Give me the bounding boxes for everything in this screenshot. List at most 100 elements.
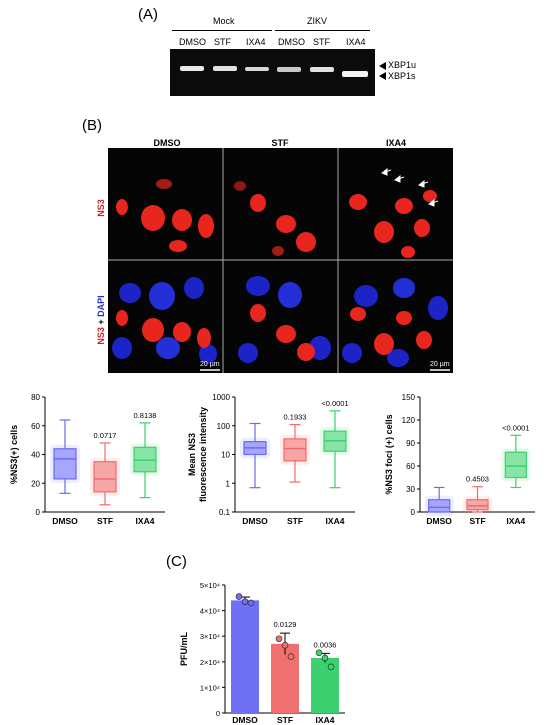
group-line-mock (172, 30, 272, 31)
micrograph-dmso-merge (112, 277, 217, 364)
lane-label: DMSO (278, 37, 305, 47)
condition-label: IXA4 (385, 138, 406, 148)
bar (271, 643, 299, 713)
data-point (287, 653, 295, 660)
row-label-ns3-dapi: NS3 + DAPI (96, 295, 106, 345)
y-tick-label: 0 (411, 508, 416, 517)
y-tick-label: 80 (31, 393, 40, 402)
lane-label: DMSO (179, 37, 206, 47)
x-tick-label: IXA4 (326, 516, 345, 526)
panel-a-label: (A) (138, 6, 158, 23)
arrowhead-icon (379, 72, 386, 80)
x-tick-label: DMSO (232, 715, 258, 725)
box (466, 499, 489, 511)
group-label-mock: Mock (213, 16, 235, 26)
arrow-icon (381, 167, 439, 207)
x-tick-label: IXA4 (506, 516, 525, 526)
p-value-label: <0.0001 (502, 423, 529, 432)
p-value-label: 0.1933 (284, 413, 307, 422)
p-value-label: 0.8138 (134, 411, 157, 420)
row-label-ns3: NS3 (96, 199, 106, 217)
y-tick-label: 40 (31, 451, 40, 460)
gel-image (170, 49, 375, 96)
condition-label: DMSO (153, 138, 181, 148)
y-tick-label: 1 (226, 479, 231, 488)
y-tick-label: 90 (406, 439, 415, 448)
y-tick-label: 4×10⁴ (200, 607, 220, 616)
y-axis-label: %NS3 foci (+) cells (384, 414, 394, 494)
y-tick-label: 20 (31, 479, 40, 488)
micrograph-ixa4-ns3 (349, 190, 437, 258)
box-plot-ns3-intensity: 0.1 1 10 100 1000 Mean NS3 fluorescence intens… (187, 393, 355, 526)
data-point (235, 593, 243, 600)
y-tick-label: 3×10⁴ (200, 632, 220, 641)
y-tick-label: 0.1 (219, 508, 231, 517)
scale-bar-label: 20 µm (200, 361, 220, 368)
bar (231, 600, 259, 713)
box (93, 461, 117, 493)
y-axis-label: Mean NS3 (187, 433, 197, 476)
micrograph-stf-ns3 (234, 181, 316, 256)
y-tick-label: 5×10⁴ (200, 581, 220, 590)
x-tick-label: DMSO (242, 516, 268, 526)
data-point (315, 649, 323, 657)
p-value-label: <0.0001 (321, 399, 348, 408)
lane-label: STF (214, 37, 231, 47)
y-tick-label: 150 (402, 393, 416, 402)
band-label-lower: XBP1s (388, 71, 416, 81)
x-tick-label: IXA4 (136, 516, 155, 526)
y-tick-label: 1×10⁴ (200, 683, 220, 692)
data-point (241, 598, 249, 605)
p-value-label: 0.0036 (314, 640, 337, 649)
y-tick-label: 60 (31, 422, 40, 431)
x-tick-label: IXA4 (316, 715, 335, 725)
lane-label: IXA4 (246, 37, 266, 47)
micrograph-stf-merge (238, 276, 331, 363)
y-axis-label: PFU/mL (179, 632, 189, 667)
data-point (327, 663, 335, 671)
box (428, 499, 451, 513)
data-point (275, 635, 283, 643)
lane-label: STF (313, 37, 330, 47)
x-tick-label: STF (469, 516, 485, 526)
p-value-label: 0.0129 (274, 620, 297, 629)
data-point (247, 599, 255, 607)
micrograph-dmso-ns3 (116, 179, 214, 252)
x-tick-label: DMSO (52, 516, 78, 526)
box (283, 438, 307, 462)
panel-b-label: (B) (82, 117, 102, 134)
x-tick-label: STF (277, 715, 293, 725)
y-tick-label: 10 (221, 451, 230, 460)
group-label-zikv: ZIKV (307, 16, 328, 26)
x-tick-label: STF (97, 516, 113, 526)
p-value-label: 0.4503 (466, 475, 489, 484)
arrowhead-icon (379, 62, 386, 70)
x-tick-label: STF (287, 516, 303, 526)
p-value-label: 0.0717 (94, 431, 117, 440)
y-tick-label: 0 (36, 508, 41, 517)
y-tick-label: 60 (406, 462, 415, 471)
y-tick-label: 100 (217, 422, 231, 431)
y-tick-label: 30 (406, 485, 415, 494)
scale-bar-label: 20 µm (430, 361, 450, 368)
band-label-upper: XBP1u (388, 60, 417, 70)
bar (311, 657, 339, 713)
box-plot-ns3-foci: 0 30 60 90 120 150 %NS3 foci (+) cells DMSO STF 0… (384, 393, 535, 526)
y-tick-label: 0 (216, 709, 220, 718)
box-plot-ns3-cells: 0 20 40 60 80 %NS3(+) cells DMSO STF 0.0717 IXA4 0… (9, 393, 165, 526)
y-axis-label: fluorescence intensity (198, 407, 208, 502)
bar-chart-pfu: 0 1×10⁴ 2×10⁴ 3×10⁴ 4×10⁴ 5×10⁴ PFU/mL DMSO STF 0… (179, 581, 345, 725)
box (504, 451, 527, 479)
data-point (321, 654, 329, 662)
group-line-zikv (275, 30, 370, 31)
y-tick-label: 1000 (212, 393, 230, 402)
y-axis-label: %NS3(+) cells (9, 425, 19, 484)
condition-label: STF (271, 138, 289, 148)
micrograph-grid (108, 148, 453, 373)
y-tick-label: 2×10⁴ (200, 658, 220, 667)
box (53, 448, 77, 480)
x-tick-label: DMSO (426, 516, 452, 526)
panel-c-label: (C) (166, 553, 187, 570)
data-point (281, 641, 289, 649)
lane-label: IXA4 (346, 37, 366, 47)
